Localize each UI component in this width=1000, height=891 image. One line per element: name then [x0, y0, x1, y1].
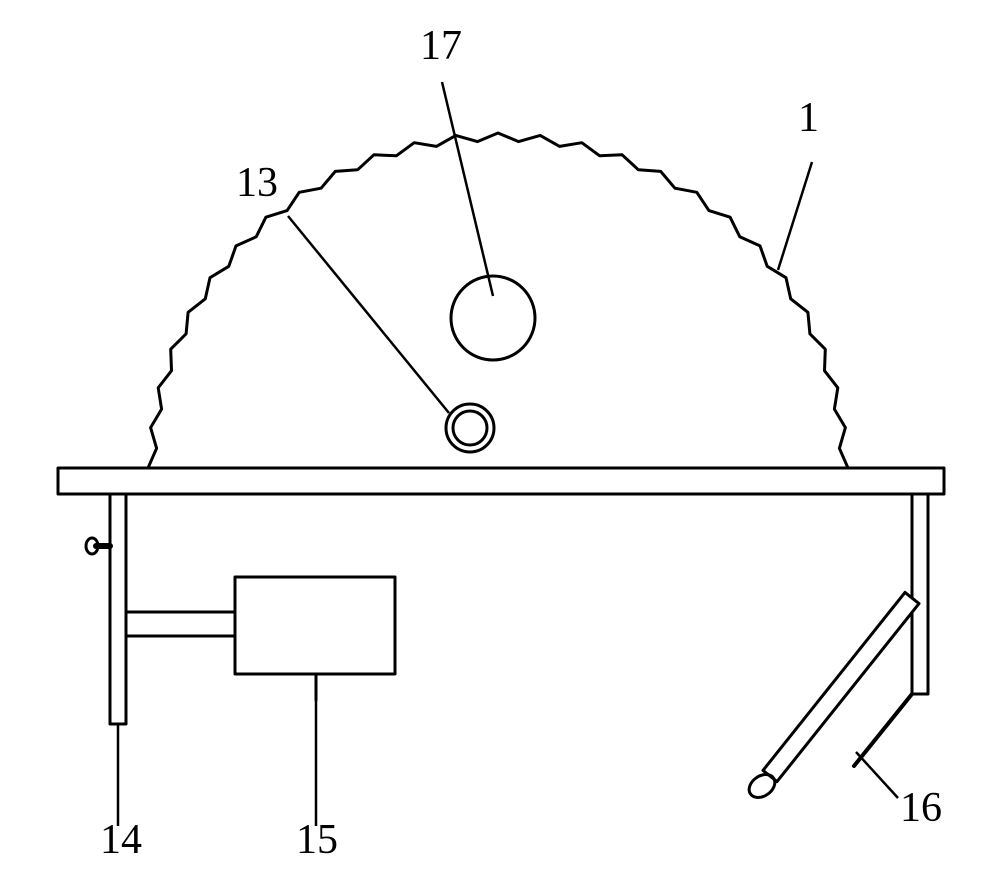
motor-box	[235, 577, 395, 674]
leader-l13	[288, 216, 449, 413]
label-14: 14	[100, 816, 142, 864]
kickstand-brace	[854, 694, 912, 766]
label-17: 17	[420, 22, 462, 70]
kickstand-bar	[763, 592, 919, 781]
leader-l1	[778, 162, 812, 270]
motor-shaft	[126, 612, 235, 636]
hub-inner	[453, 411, 487, 445]
right-leg	[912, 494, 928, 694]
left-leg	[110, 494, 126, 724]
leader-l16	[856, 752, 898, 798]
leader-l17	[442, 82, 493, 296]
table-slab	[58, 468, 944, 494]
upper-circle	[451, 276, 535, 360]
label-1: 1	[798, 94, 819, 142]
label-16: 16	[900, 784, 942, 832]
label-15: 15	[296, 816, 338, 864]
label-13: 13	[236, 159, 278, 207]
